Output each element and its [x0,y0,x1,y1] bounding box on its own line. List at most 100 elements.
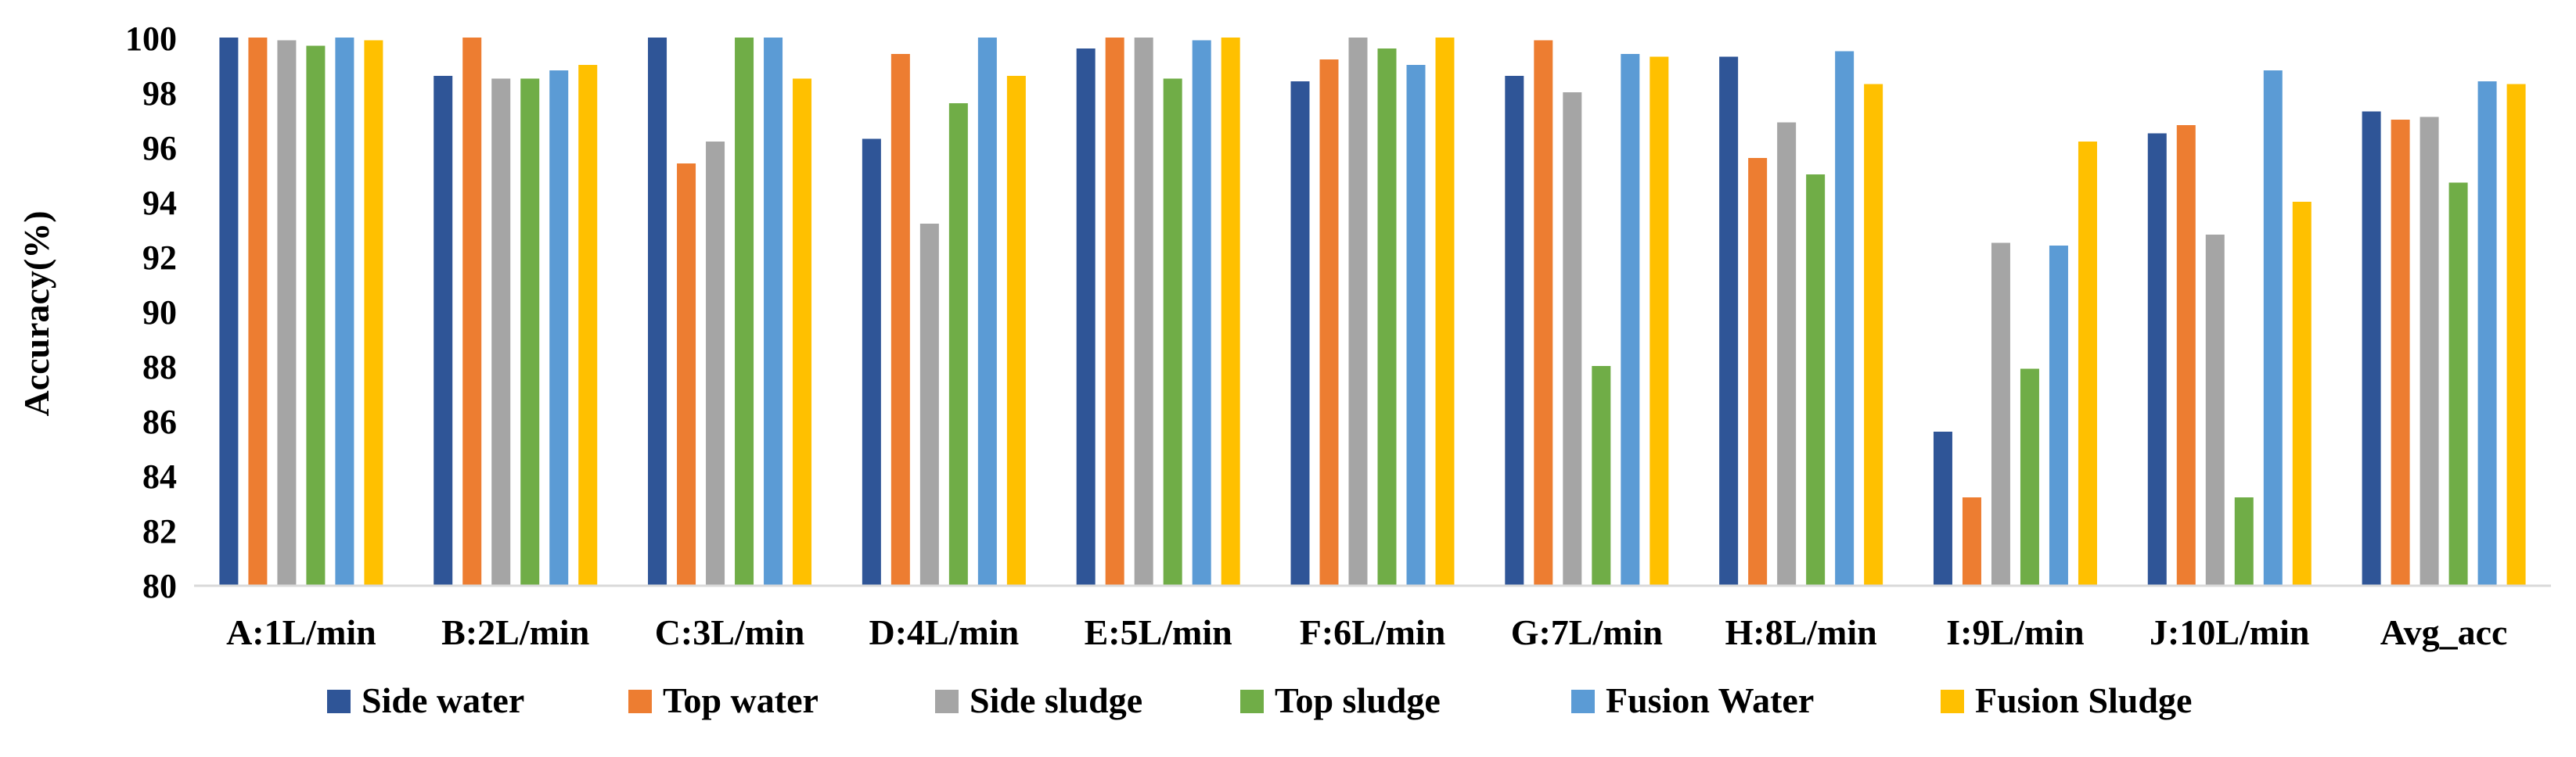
y-tick-label: 100 [125,20,177,58]
bar [1748,158,1768,585]
bar [919,224,939,585]
x-tick-label: B:2L/min [441,612,589,652]
bar [1864,84,1883,585]
bar [648,38,667,585]
x-tick-label: D:4L/min [869,612,1020,652]
bar [1592,366,1611,585]
bar [1290,81,1310,585]
bar [1806,174,1826,585]
bar [335,38,354,585]
y-tick-label: 84 [142,457,177,496]
bar [2391,120,2410,585]
bar [1134,38,1153,585]
bar [462,38,482,585]
x-tick-label: G:7L/min [1511,612,1663,652]
x-tick-label: C:3L/min [655,612,805,652]
bar [219,38,239,585]
bar [735,38,754,585]
bar [1221,38,1240,585]
legend-item: Side water [327,680,524,720]
legend-swatch [1240,690,1264,713]
legend-item: Side sludge [935,680,1142,720]
x-tick-label: H:8L/min [1725,612,1877,652]
bar [1076,48,1096,585]
bar [2147,133,2167,585]
bar [2477,81,2497,585]
bar [578,65,598,585]
bar [1406,65,1426,585]
legend-label: Side water [362,680,524,720]
x-tick-label: I:9L/min [1946,612,2084,652]
legend: Side water Top water Side sludge Top sludge… [327,680,2192,720]
bar [1505,76,1524,585]
bar [520,78,540,585]
bar [2234,497,2254,585]
legend-label: Fusion Sludge [1975,680,2192,720]
bar [549,70,569,585]
y-tick-label: 96 [142,129,177,167]
bar [2419,117,2439,585]
y-tick-label: 82 [142,512,177,551]
legend-label: Top sludge [1275,680,1441,720]
bar [364,40,383,585]
bar [1348,38,1368,585]
legend-swatch [1571,690,1595,713]
legend-item: Top sludge [1240,680,1441,720]
x-tick-label: E:5L/min [1085,612,1232,652]
bar [1163,78,1182,585]
bar [948,103,968,585]
bar [1991,242,2010,585]
bar [1563,92,1582,585]
bar [1435,38,1455,585]
bar [706,142,725,585]
bar [1933,432,1952,585]
legend-item: Fusion Water [1571,680,1814,720]
y-tick-label: 90 [142,293,177,332]
y-tick-label: 92 [142,239,177,277]
legend-swatch [1941,690,1964,713]
x-tick-label: J:10L/min [2150,612,2309,652]
bar [1319,59,1339,585]
plot-area: 80 82 84 86 88 90 92 94 96 98 100 A:1L/min B:2L/min C… [125,20,2551,652]
bar [2020,368,2039,585]
bar [890,54,910,585]
x-tick-label: A:1L/min [226,612,376,652]
x-tick-label: Avg_acc [2380,612,2508,652]
bar [862,138,881,585]
bar [2362,111,2381,585]
y-axis-title: Accuracy(%) [16,210,56,416]
legend-item: Top water [628,680,818,720]
bar [2448,182,2468,585]
bar [1192,40,1211,585]
bar [2506,84,2526,585]
bar [977,38,997,585]
bar [1962,497,1981,585]
bar [2078,142,2097,585]
bar [1621,54,1640,585]
y-tick-label: 86 [142,403,177,441]
y-tick-label: 98 [142,74,177,113]
bar [764,38,783,585]
bar [1377,48,1397,585]
bar [2263,70,2283,585]
legend-swatch [327,690,351,713]
bar [677,163,696,585]
y-tick-label: 94 [142,184,177,222]
bar [277,40,297,585]
bar [2292,202,2312,585]
legend-label: Side sludge [970,680,1142,720]
legend-swatch [935,690,959,713]
bar [2176,125,2196,585]
bar [1534,40,1553,585]
y-tick-label: 80 [142,567,177,605]
bar [793,78,812,585]
bar [2205,235,2225,585]
legend-label: Fusion Water [1606,680,1814,720]
bar [1105,38,1124,585]
x-tick-label: F:6L/min [1300,612,1446,652]
bar [2049,246,2068,585]
bar [1006,76,1026,585]
legend-item: Fusion Sludge [1941,680,2192,720]
